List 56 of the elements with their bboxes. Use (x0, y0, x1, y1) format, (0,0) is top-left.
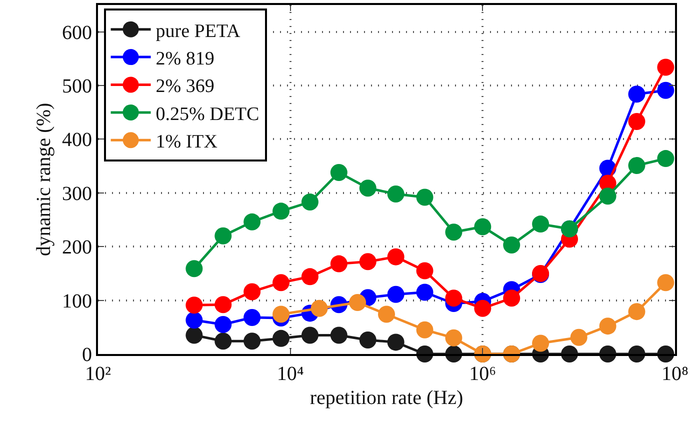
point (186, 312, 203, 329)
point (330, 255, 348, 272)
point (186, 326, 203, 344)
y-tick-label: 200 (62, 236, 92, 259)
point (244, 332, 261, 350)
y-tick-label: 400 (62, 129, 92, 152)
point (416, 262, 434, 280)
point (301, 194, 318, 211)
y-tick-label: 0 (82, 344, 92, 366)
legend-label: 2% 369 (156, 76, 214, 98)
y-tick-label: 300 (62, 182, 92, 205)
point (387, 186, 404, 202)
point (272, 330, 290, 347)
point (387, 248, 404, 266)
y-tick-label: 500 (62, 76, 92, 98)
point (272, 202, 290, 220)
point (301, 326, 318, 344)
x-tick-label: 10⁶ (469, 363, 496, 385)
point (416, 188, 434, 206)
point (503, 236, 520, 254)
point (244, 213, 261, 230)
x-tick-label: 10⁴ (276, 363, 304, 385)
point (214, 316, 232, 333)
x-tick-label: 10² (85, 363, 111, 385)
point (387, 334, 404, 351)
point (186, 296, 203, 314)
point (244, 308, 261, 326)
point (330, 164, 348, 182)
point (359, 253, 376, 270)
point (272, 274, 290, 292)
point (387, 286, 404, 303)
point (359, 332, 376, 349)
legend-label: 1% ITX (156, 132, 218, 153)
point (503, 290, 520, 307)
point (445, 290, 462, 307)
point (214, 227, 232, 244)
legend-label: pure PETA (156, 20, 241, 42)
point (416, 284, 434, 301)
point (474, 300, 492, 317)
point (214, 296, 232, 314)
legend-label: 2% 819 (156, 48, 214, 70)
x-axis-title: repetition rate (Hz) (310, 387, 464, 409)
point (244, 283, 261, 300)
point (301, 268, 318, 286)
y-axis-title: dynamic range (%) (33, 102, 55, 256)
point (359, 180, 376, 197)
y-tick-label: 600 (62, 22, 92, 44)
point (330, 326, 348, 344)
legend-label: 0.25% DETC (156, 104, 260, 125)
x-tick-label: 10⁸ (662, 363, 689, 385)
point (214, 332, 232, 350)
point (445, 224, 462, 241)
point (474, 218, 492, 236)
y-tick-label: 100 (62, 290, 92, 312)
point (186, 260, 203, 278)
point (532, 216, 550, 233)
